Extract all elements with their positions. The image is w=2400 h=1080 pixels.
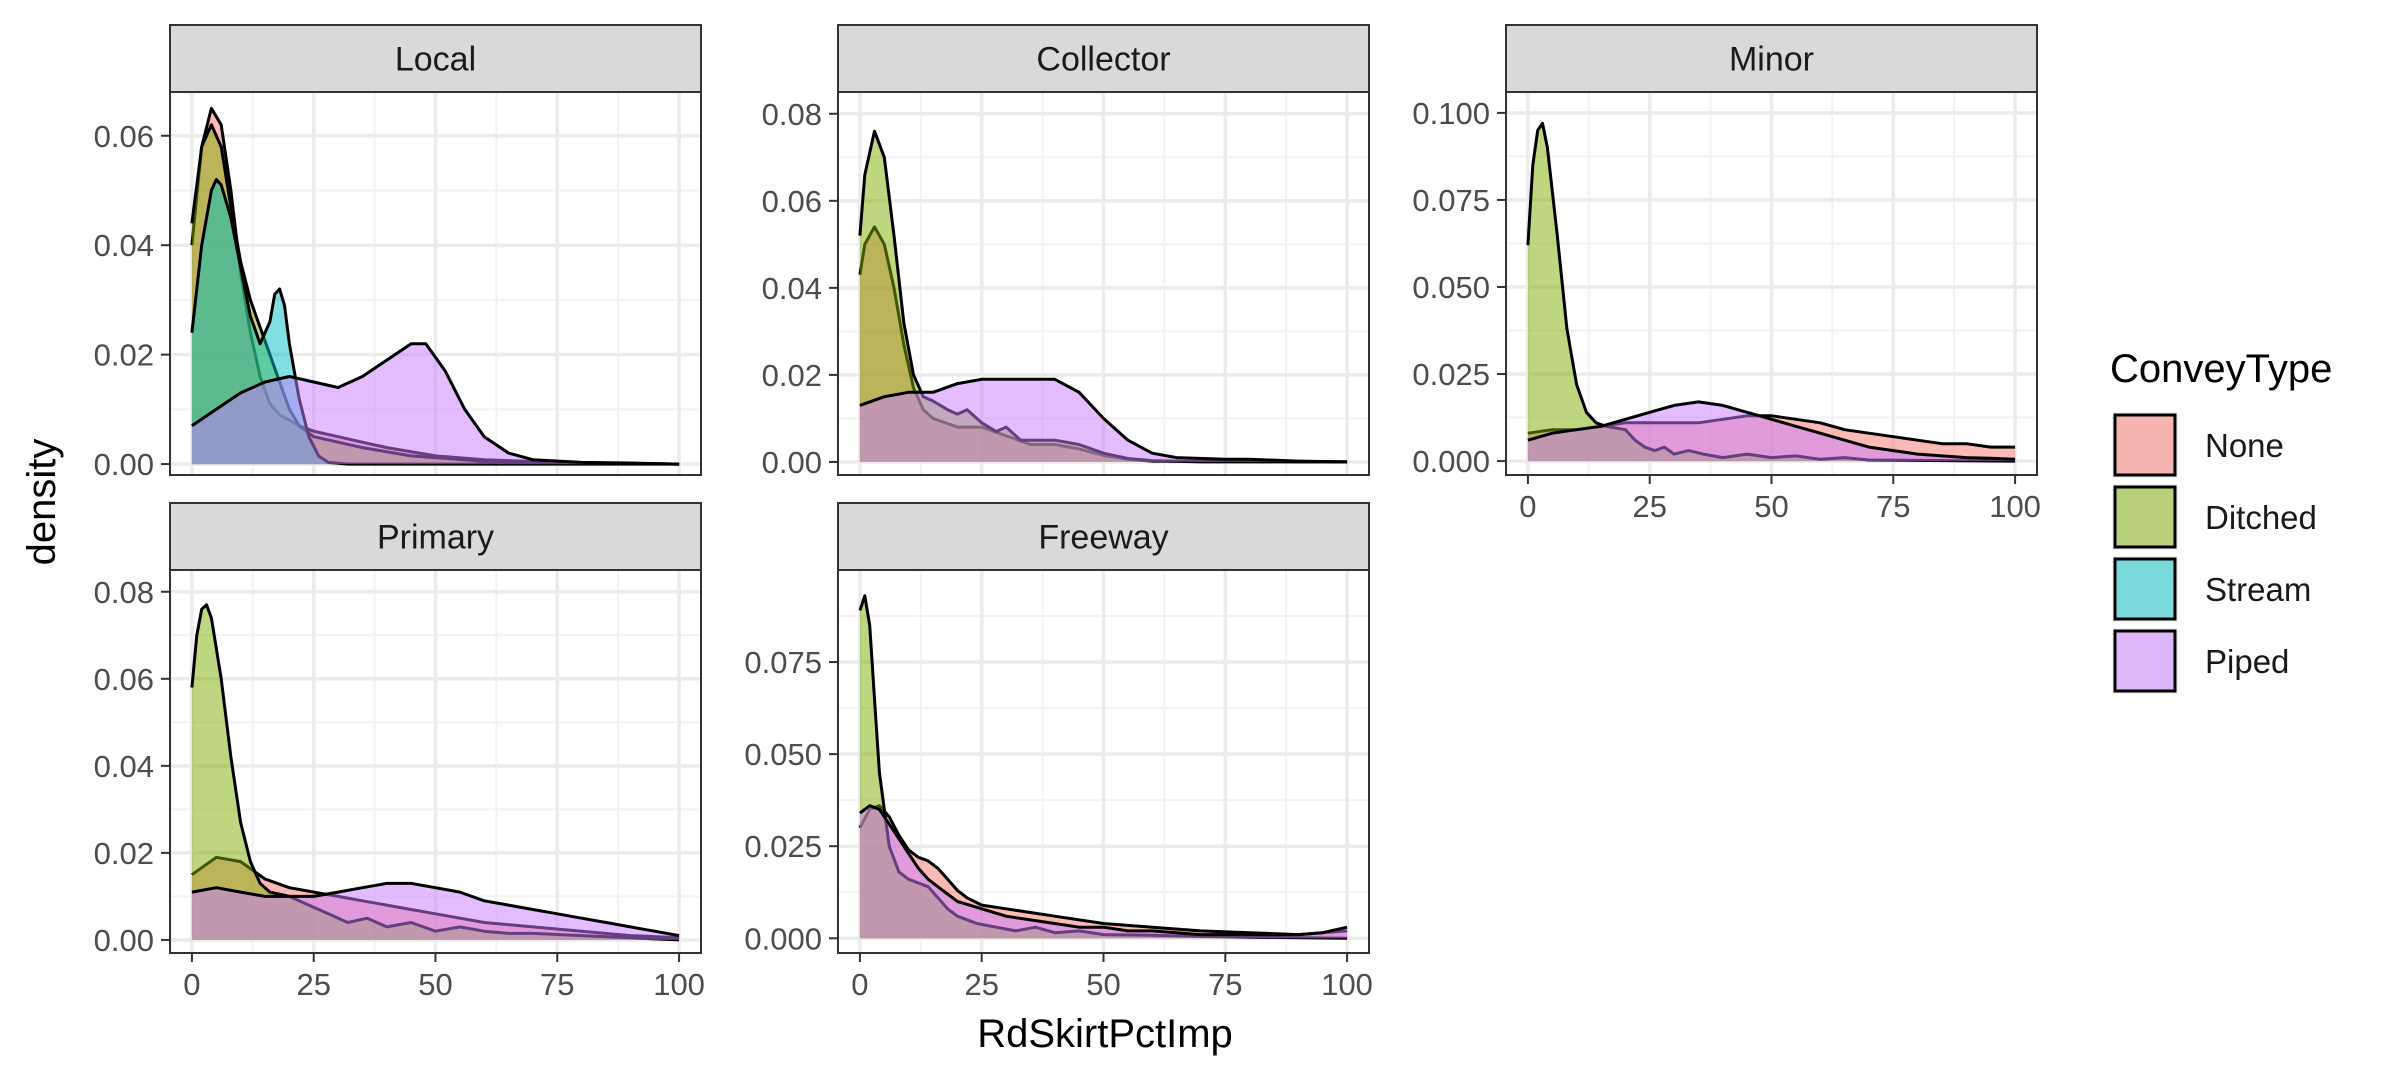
x-tick-label: 0: [851, 967, 868, 1002]
y-tick-label: 0.08: [94, 575, 154, 610]
facet-strip-label: Primary: [377, 519, 494, 557]
density-area-ditched: [1527, 123, 2016, 462]
x-tick-label: 25: [296, 967, 330, 1002]
facet-strip: [169, 502, 702, 571]
density-line-piped: [858, 804, 1348, 937]
y-tick-label: 0.050: [1412, 270, 1490, 305]
legend-entry-label: Stream: [2205, 571, 2311, 608]
legend-entry-label: Ditched: [2205, 499, 2317, 536]
facet-strip-label: Collector: [1036, 41, 1170, 79]
density-line-none: [858, 804, 1348, 937]
y-tick-label: 0.050: [744, 737, 822, 772]
y-tick-label: 0.04: [762, 271, 822, 306]
x-tick-label: 75: [540, 967, 574, 1002]
x-axis-title: RdSkirtPctImp: [977, 1012, 1233, 1056]
x-tick-label: 25: [1632, 489, 1666, 524]
density-area-piped: [191, 343, 680, 465]
y-tick-label: 0.02: [762, 358, 822, 393]
legend-key-swatch: [2113, 485, 2177, 549]
legend-key-swatch: [2113, 557, 2177, 621]
legend-entry-label: Piped: [2205, 643, 2289, 680]
density-line-piped: [1527, 400, 2016, 461]
legend-keys: None Ditched Stream Piped: [2112, 412, 2317, 694]
y-tick-label: 0.025: [744, 829, 822, 864]
x-tick-label: 50: [1086, 967, 1120, 1002]
x-tick-label: 100: [1989, 489, 2041, 524]
facet-strip: [1505, 24, 2038, 93]
y-tick-label: 0.000: [1412, 444, 1490, 479]
panel-primary: Primary 0.00 0.02 0.04 0.06 0.08 0 25 50 75 100: [94, 502, 705, 1002]
y-tick-label: 0.04: [94, 749, 154, 784]
legend-key-swatch: [2113, 413, 2177, 477]
panel-freeway: Freeway 0.000 0.025 0.050 0.075 0 25 50 75 100: [744, 502, 1373, 1002]
y-tick-label: 0.025: [1412, 357, 1490, 392]
y-tick-label: 0.000: [744, 921, 822, 956]
x-tick-label: 100: [1321, 967, 1373, 1002]
y-tick-label: 0.00: [94, 923, 154, 958]
facet-strip: [169, 24, 702, 93]
density-area-piped: [859, 805, 1348, 939]
legend-item-piped: Piped: [2112, 628, 2289, 694]
y-tick-label: 0.04: [94, 228, 154, 263]
panel-collector: Collector 0.00 0.02 0.04 0.06 0.08: [762, 24, 1370, 480]
facet-strip: [837, 502, 1370, 571]
y-tick-label: 0.00: [94, 447, 154, 482]
y-tick-label: 0.02: [94, 338, 154, 373]
y-tick-label: 0.08: [762, 97, 822, 132]
y-axis-title: density: [20, 439, 64, 566]
facet-strip-label: Local: [395, 41, 476, 79]
x-tick-label: 25: [964, 967, 998, 1002]
x-tick-label: 0: [183, 967, 200, 1002]
legend: ConveyType None Ditched Stream Piped: [2110, 347, 2332, 694]
legend-item-ditched: Ditched: [2112, 484, 2317, 550]
x-tick-label: 75: [1208, 967, 1242, 1002]
y-tick-label: 0.02: [94, 836, 154, 871]
facet-panels: Local 0.00 0.02 0.04 0.06 Collector 0.00 0.02 0.…: [94, 24, 2041, 1002]
x-tick-label: 75: [1876, 489, 1910, 524]
y-tick-label: 0.06: [94, 662, 154, 697]
y-tick-label: 0.06: [94, 119, 154, 154]
facet-strip-label: Freeway: [1038, 519, 1168, 557]
y-tick-label: 0.075: [744, 645, 822, 680]
density-line-piped: [191, 881, 680, 938]
density-line-piped: [191, 342, 680, 466]
legend-item-stream: Stream: [2112, 556, 2311, 622]
panel-minor: Minor 0.000 0.025 0.050 0.075 0.100 0 25 50 75 100: [1412, 24, 2041, 524]
density-line-piped: [859, 377, 1348, 464]
density-area-piped: [1527, 401, 2016, 462]
y-tick-label: 0.00: [762, 445, 822, 480]
legend-title: ConveyType: [2110, 347, 2332, 391]
panel-local: Local 0.00 0.02 0.04 0.06: [94, 24, 702, 482]
legend-entry-label: None: [2205, 427, 2284, 464]
facet-strip-label: Minor: [1729, 41, 1814, 79]
x-tick-label: 50: [418, 967, 452, 1002]
y-tick-label: 0.075: [1412, 183, 1490, 218]
density-area-piped: [859, 379, 1348, 462]
legend-key-swatch: [2113, 629, 2177, 693]
y-tick-label: 0.100: [1412, 96, 1490, 131]
x-tick-label: 50: [1754, 489, 1788, 524]
x-tick-label: 100: [653, 967, 705, 1002]
y-tick-label: 0.06: [762, 184, 822, 219]
legend-item-none: None: [2112, 412, 2284, 478]
x-tick-label: 0: [1519, 489, 1536, 524]
facet-strip: [837, 24, 1370, 93]
